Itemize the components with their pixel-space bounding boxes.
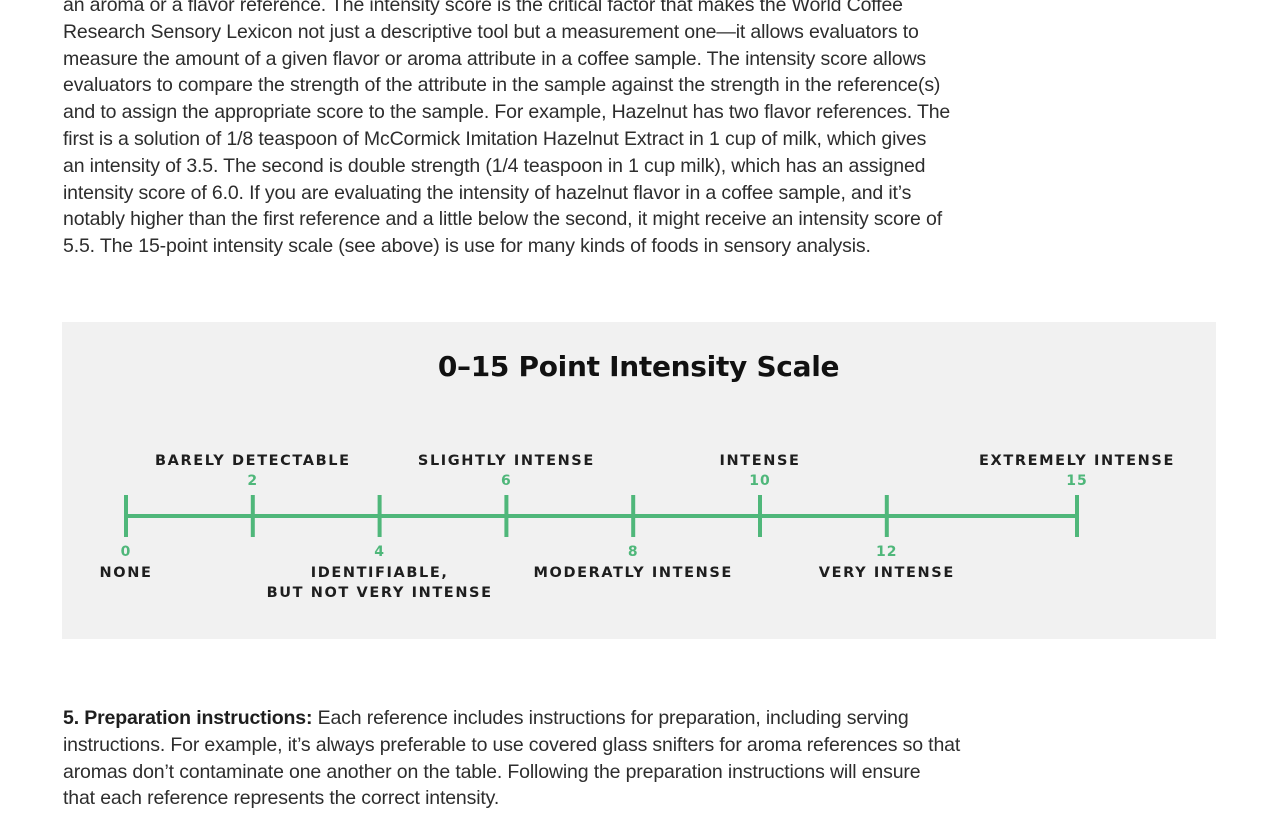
scale-label-moderatly-intense: MODERATLY INTENSE	[533, 565, 733, 581]
paragraph-line: an intensity of 3.5. The second is doubl…	[63, 154, 926, 177]
paragraph-line: evaluators to compare the strength of th…	[63, 74, 941, 97]
preparation-heading: 5. Preparation instructions:	[63, 707, 313, 729]
scale-number-15: 15	[1066, 473, 1088, 489]
scale-label-none: NONE	[99, 565, 153, 581]
scale-number-12: 12	[876, 544, 898, 560]
scale-label-barely-detectable: BARELY DETECTABLE	[154, 453, 351, 469]
paragraph-line: measure the amount of a given flavor or …	[63, 47, 927, 70]
paragraph-line: 5. Preparation instructions: Each refere…	[63, 705, 1008, 732]
scale-number-6: 6	[501, 473, 512, 489]
paragraph-line: first is a solution of 1/8 teaspoon of M…	[63, 127, 927, 150]
paragraph-line: notably higher than the first reference …	[63, 208, 942, 231]
paragraph-line: Research Sensory Lexicon not just a desc…	[63, 20, 919, 43]
scale-label-identifiable-line2: BUT NOT VERY INTENSE	[266, 585, 493, 601]
scale-label-slightly-intense: SLIGHTLY INTENSE	[417, 453, 595, 469]
preparation-paragraph: 5. Preparation instructions: Each refere…	[63, 705, 1008, 812]
paragraph-line: 5.5. The 15-point intensity scale (see a…	[63, 235, 871, 258]
scale-label-extremely-intense: EXTREMELY INTENSE	[979, 453, 1175, 469]
scale-label-very-intense: VERY INTENSE	[818, 565, 955, 581]
paragraph-line: an aroma or a flavor reference. The inte…	[63, 0, 903, 16]
paragraph-line: and to assign the appropriate score to t…	[63, 101, 951, 124]
paragraph-line: aromas don’t contaminate one another on …	[63, 760, 921, 783]
scale-label-intense: INTENSE	[719, 453, 801, 469]
scale-number-10: 10	[749, 473, 771, 489]
scale-number-8: 8	[627, 544, 639, 560]
scale-title: 0–15 Point Intensity Scale	[437, 350, 840, 383]
paragraph-line: intensity score of 6.0. If you are evalu…	[63, 181, 912, 204]
paragraph-line: instructions. For example, it’s always p…	[63, 733, 961, 756]
paragraph-line: that each reference represents the corre…	[63, 787, 500, 810]
scale-number-0: 0	[120, 544, 132, 560]
scale-number-4: 4	[374, 544, 385, 560]
paragraph-text: Each reference includes instructions for…	[312, 707, 909, 729]
intensity-paragraph: an aroma or a flavor reference. The inte…	[63, 0, 1008, 260]
scale-number-2: 2	[247, 473, 259, 489]
scale-label-identifiable: IDENTIFIABLE,	[310, 565, 449, 581]
intensity-scale-figure	[62, 322, 1216, 639]
